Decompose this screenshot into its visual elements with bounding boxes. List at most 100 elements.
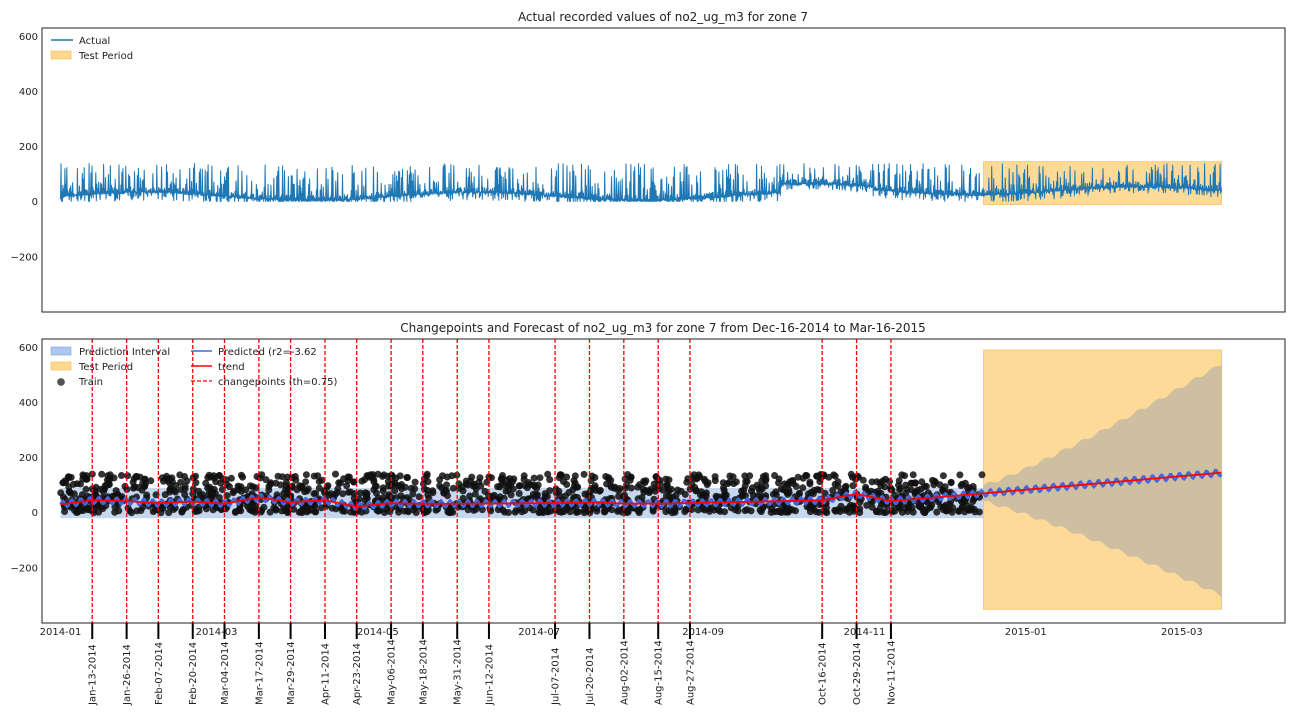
train-point (379, 487, 387, 495)
train-point (716, 507, 724, 515)
bottom-chart-title: Changepoints and Forecast of no2_ug_m3 f… (400, 321, 926, 335)
train-point (403, 474, 411, 481)
train-point (420, 480, 427, 488)
train-point (747, 507, 755, 515)
train-point (237, 471, 245, 479)
train-point (758, 485, 766, 493)
train-point (563, 473, 571, 481)
y-tick-label: 400 (19, 87, 38, 98)
train-point (862, 483, 870, 491)
train-point (784, 490, 792, 498)
train-point (436, 476, 444, 484)
train-point (911, 479, 919, 487)
train-point (358, 477, 366, 485)
train-point (849, 502, 857, 510)
train-point (505, 509, 512, 516)
train-point (171, 488, 179, 496)
train-point (443, 487, 450, 495)
train-point (67, 473, 75, 481)
train-point (466, 492, 474, 500)
train-point (970, 506, 978, 513)
train-point (556, 471, 564, 479)
train-point (847, 470, 855, 478)
train-point (246, 482, 254, 490)
changepoint-label: Aug-15-2014 (654, 640, 665, 705)
train-point (784, 480, 792, 488)
train-point (649, 506, 657, 514)
y-tick-label: 0 (32, 197, 38, 208)
train-point (565, 489, 573, 496)
train-point (133, 507, 141, 515)
train-point (232, 508, 240, 516)
changepoint-label: May-31-2014 (453, 639, 464, 705)
train-point (312, 490, 319, 497)
train-point (265, 482, 273, 490)
train-point (639, 485, 647, 493)
train-point (776, 508, 784, 516)
x-tick-label: 2014-03 (196, 627, 238, 638)
train-point (337, 479, 344, 487)
changepoint-label: Jul-07-2014 (551, 648, 562, 706)
train-point (284, 473, 291, 481)
train-point (911, 488, 919, 496)
train-point (105, 477, 113, 485)
actual-series-line (60, 163, 1222, 203)
train-point (361, 496, 369, 504)
train-point (799, 484, 807, 492)
legend-test-period-label: Test Period (78, 362, 133, 373)
train-point (229, 489, 237, 497)
train-point (372, 482, 380, 490)
train-point (391, 487, 399, 495)
train-point (771, 508, 779, 516)
train-point (823, 509, 831, 517)
legend-train-marker (57, 378, 65, 386)
train-point (690, 471, 698, 479)
train-point (424, 506, 432, 514)
train-point (815, 501, 823, 508)
train-point (344, 473, 352, 481)
train-point (806, 478, 814, 486)
train-point (277, 481, 285, 489)
train-point (608, 506, 616, 514)
train-point (118, 472, 125, 479)
x-tick-label: 2014-09 (682, 627, 724, 638)
y-tick-label: 600 (19, 343, 38, 354)
train-point (363, 472, 371, 480)
train-point (738, 492, 746, 500)
train-point (662, 475, 670, 483)
changepoint-label: Oct-29-2014 (852, 642, 863, 705)
train-point (856, 509, 864, 516)
train-point (897, 484, 904, 492)
train-point (841, 506, 849, 514)
train-point (311, 508, 319, 516)
bottom-plot-frame (41, 338, 1286, 624)
train-point (215, 472, 223, 480)
train-point (544, 508, 552, 516)
train-point (868, 503, 876, 511)
train-point (918, 478, 926, 486)
train-point (82, 485, 90, 493)
changepoint-label: Jan-26-2014 (122, 644, 133, 706)
train-point (741, 507, 749, 515)
train-point (471, 482, 479, 490)
train-point (895, 477, 903, 485)
y-tick-label: −200 (11, 252, 38, 263)
train-point (741, 472, 749, 480)
y-tick-label: 0 (32, 508, 38, 519)
train-point (726, 472, 734, 480)
train-point (939, 472, 947, 480)
train-point (956, 471, 964, 479)
legend-actual-label: Actual (79, 36, 110, 47)
train-point (462, 480, 470, 488)
train-point (334, 485, 342, 493)
train-point (500, 481, 507, 489)
train-point (363, 490, 371, 497)
train-point (605, 475, 613, 483)
legend-trend-label: trend (218, 362, 245, 373)
train-point (111, 503, 119, 511)
train-point (356, 489, 364, 497)
train-point (516, 482, 524, 490)
train-point (215, 494, 223, 502)
train-point (270, 504, 278, 512)
